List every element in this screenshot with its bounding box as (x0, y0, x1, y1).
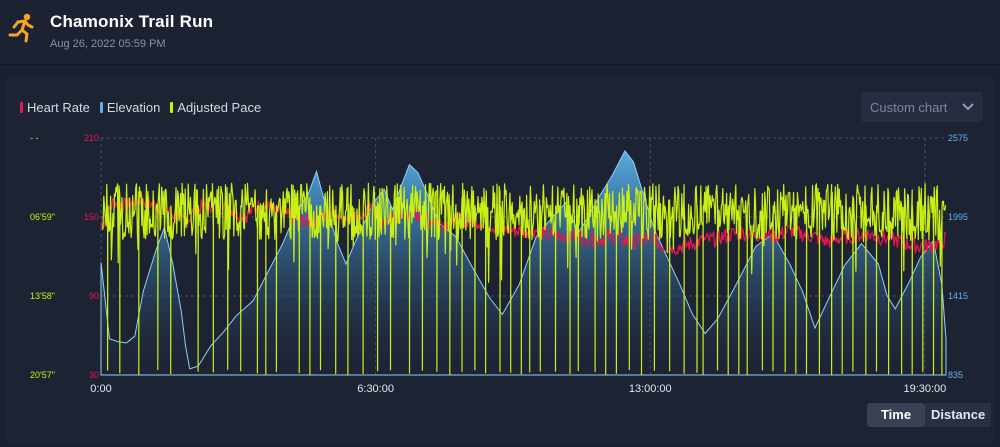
adjusted-pace-series (101, 182, 947, 376)
legend-swatch-adjusted-pace (170, 102, 174, 113)
custom-chart-dropdown[interactable]: Custom chart (861, 92, 983, 122)
legend-item-heart-rate[interactable]: Heart Rate (20, 100, 90, 115)
pace-tick-label: 06'59" (30, 212, 55, 222)
elevation-tick-label: 1995 (948, 212, 968, 222)
time-toggle-button[interactable]: Time (867, 403, 925, 427)
pace-tick-label: 13'58" (30, 291, 55, 301)
chart-panel: Heart Rate Elevation Adjusted Pace Custo… (6, 78, 994, 446)
activity-date: Aug 26, 2022 05:59 PM (50, 38, 166, 50)
x-tick-label: 0:00 (90, 383, 111, 395)
heart-rate-tick-label: 210 (84, 133, 99, 143)
legend-swatch-heart-rate (20, 102, 23, 113)
activity-header: Chamonix Trail Run Aug 26, 2022 05:59 PM (0, 0, 1000, 65)
elevation-area (100, 149, 947, 376)
pace-tick-label: - - (30, 133, 39, 143)
elevation-tick-label: 835 (948, 370, 963, 380)
chart-axes: - - 210 2575 06'59" 150 1995 13'58" 90 1415 20'57… (30, 133, 968, 395)
legend-item-adjusted-pace[interactable]: Adjusted Pace (170, 100, 261, 115)
heart-rate-tick-label: 90 (89, 291, 99, 301)
legend-item-elevation[interactable]: Elevation (99, 100, 161, 115)
distance-toggle-button[interactable]: Distance (925, 403, 992, 427)
legend-swatch-elevation (99, 102, 103, 113)
elevation-tick-label: 2575 (948, 133, 968, 143)
legend-label-adjusted-pace: Adjusted Pace (177, 100, 262, 115)
x-tick-label: 13:00:00 (629, 383, 672, 395)
x-axis-toggle: Time Distance (867, 403, 992, 427)
legend-label-elevation: Elevation (106, 100, 161, 115)
activity-title: Chamonix Trail Run (50, 12, 214, 31)
custom-chart-label: Custom chart (870, 99, 948, 115)
chart-legend: Heart Rate Elevation Adjusted Pace (20, 100, 261, 115)
pace-tick-label: 20'57" (30, 370, 55, 380)
activity-chart[interactable]: - - 210 2575 06'59" 150 1995 13'58" 90 1415 20'57… (6, 78, 994, 446)
x-tick-label: 6:30:00 (357, 383, 394, 395)
legend-label-heart-rate: Heart Rate (27, 100, 90, 115)
heart-rate-tick-label: 30 (89, 370, 99, 380)
heart-rate-line (100, 192, 947, 256)
running-person-icon (8, 13, 34, 43)
chevron-down-icon (962, 103, 974, 111)
x-tick-label: 19:30:00 (903, 383, 946, 395)
elevation-series (100, 149, 947, 376)
elevation-tick-label: 1415 (948, 291, 968, 301)
adjusted-pace-line (101, 182, 947, 376)
heart-rate-series (100, 192, 947, 256)
heart-rate-tick-label: 150 (84, 212, 99, 222)
